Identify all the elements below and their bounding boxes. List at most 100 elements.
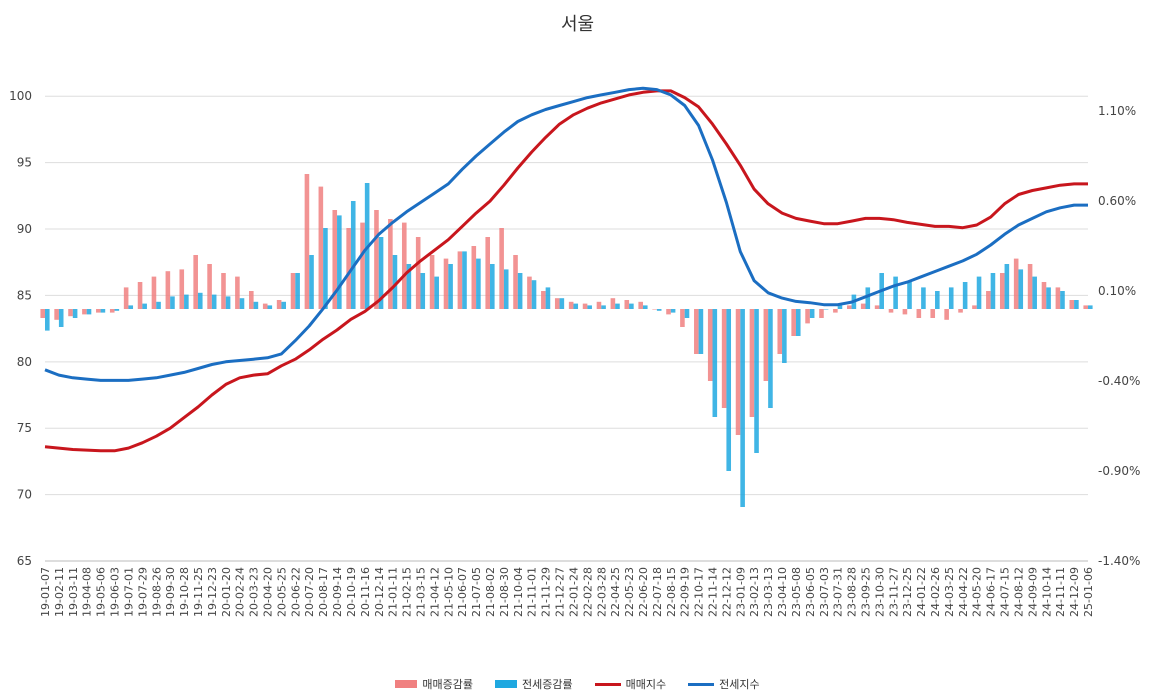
bar-jeonse-rate: [865, 287, 871, 309]
bar-jeonse-rate: [587, 305, 592, 309]
bar-sale-rate: [374, 210, 379, 309]
x-axis-tick-label: 21-02-15: [401, 567, 414, 617]
bar-jeonse-rate: [420, 273, 426, 309]
bar-sale-rate: [944, 309, 949, 320]
bar-jeonse-rate: [197, 292, 203, 309]
bar-jeonse-rate: [253, 301, 259, 309]
bar-sale-rate: [513, 255, 518, 309]
bar-jeonse-rate: [823, 309, 829, 310]
bar-sale-rate: [568, 301, 574, 309]
x-axis-tick-label: 24-10-14: [1040, 567, 1053, 617]
right-axis-tick-label: -0.40%: [1098, 374, 1140, 388]
bar-jeonse-rate: [615, 303, 620, 309]
bar-jeonse-rate: [1018, 269, 1024, 309]
bar-sale-rate: [388, 219, 393, 309]
x-axis-tick-label: 23-07-03: [818, 567, 831, 617]
bar-sale-rate: [235, 276, 240, 309]
x-axis-tick-label: 22-12-12: [720, 567, 733, 617]
left-axis-tick-label: 65: [17, 554, 32, 568]
bar-sale-rate: [415, 237, 421, 309]
x-axis-tick-label: 22-08-15: [665, 567, 678, 617]
x-axis-tick-label: 21-06-07: [456, 567, 469, 617]
bar-jeonse-rate: [642, 305, 648, 309]
x-axis-tick-label: 21-12-27: [554, 567, 567, 617]
bar-sale-rate: [54, 309, 59, 320]
bar-jeonse-rate: [128, 305, 134, 309]
bar-jeonse-rate: [142, 303, 147, 309]
bar-jeonse-rate: [990, 273, 996, 309]
x-axis-tick-label: 22-01-24: [567, 567, 580, 617]
x-axis-tick-label: 22-03-28: [595, 567, 608, 617]
x-axis-tick-label: 22-11-14: [707, 567, 720, 617]
legend-item: 전세증감률: [495, 676, 573, 692]
x-axis-tick-label: 21-04-12: [428, 567, 441, 617]
left-axis-tick-label: 85: [17, 288, 32, 302]
legend-item: 전세지수: [688, 676, 760, 692]
bar-jeonse-rate: [350, 201, 356, 309]
bar-jeonse-rate: [559, 298, 565, 309]
x-axis-tick-label: 21-11-01: [526, 567, 539, 617]
bar-sale-rate: [109, 309, 115, 313]
x-axis-tick-label: 20-09-14: [331, 567, 344, 617]
bar-jeonse-rate: [670, 309, 676, 313]
bar-sale-rate: [137, 282, 143, 309]
bar-sale-rate: [262, 303, 268, 309]
bar-sale-rate: [193, 255, 198, 309]
bar-jeonse-rate: [114, 309, 120, 311]
x-axis-tick-label: 22-02-28: [581, 567, 594, 617]
right-axis-tick-label: -0.90%: [1098, 464, 1140, 478]
x-axis-tick-label: 21-11-29: [540, 567, 553, 617]
x-axis-tick-label: 24-08-12: [1012, 567, 1025, 617]
chart-legend: 매매증감률 전세증감률 매매지수 전세지수: [0, 676, 1155, 692]
bar-jeonse-rate: [907, 282, 912, 309]
x-axis-tick-label: 20-10-19: [345, 567, 358, 617]
x-axis-tick-label: 23-05-08: [790, 567, 803, 617]
bar-sale-rate: [541, 291, 546, 309]
bar-sale-rate: [596, 301, 602, 309]
bar-sale-rate: [471, 246, 477, 309]
bar-sale-rate: [1069, 300, 1075, 309]
bar-jeonse-rate: [976, 276, 982, 309]
bar-jeonse-rate: [392, 255, 398, 309]
bar-jeonse-rate: [378, 237, 384, 309]
x-axis-tick-label: 21-05-10: [442, 567, 455, 617]
bar-sale-rate: [82, 309, 87, 315]
bar-jeonse-rate: [726, 309, 732, 471]
legend-label: 전세증감률: [522, 678, 573, 691]
bar-sale-rate: [443, 258, 449, 309]
bar-sale-rate: [1027, 264, 1033, 309]
bar-sale-rate: [624, 300, 630, 309]
x-axis-tick-label: 20-02-24: [234, 567, 247, 617]
bar-jeonse-rate: [921, 287, 926, 309]
bar-sale-rate: [290, 273, 296, 309]
x-axis-tick-label: 23-08-28: [846, 567, 859, 617]
bar-jeonse-rate: [809, 309, 815, 318]
bar-jeonse-rate: [58, 309, 64, 327]
bar-sale-rate: [986, 291, 991, 309]
bar-jeonse-rate: [1032, 276, 1037, 309]
x-axis-tick-label: 24-05-20: [971, 567, 984, 617]
bar-sale-rate: [151, 276, 157, 309]
bar-sale-rate: [485, 237, 491, 309]
bar-sale-rate: [916, 309, 922, 318]
bar-sale-rate: [846, 305, 852, 309]
right-axis-tick-label: 0.60%: [1098, 194, 1136, 208]
legend-item: 매매증감률: [395, 676, 473, 692]
line-jeonse-index: [44, 86, 1088, 382]
bar-jeonse-rate: [948, 287, 954, 309]
x-axis-tick-label: 23-04-10: [776, 567, 789, 617]
bar-sale-rate: [401, 222, 407, 309]
x-axis-tick-label: 23-02-13: [748, 567, 761, 617]
x-axis-tick-label: 19-08-26: [150, 567, 163, 617]
bar-sale-rate: [554, 298, 560, 309]
bar-jeonse-rate: [712, 309, 718, 417]
bar-sale-rate: [777, 309, 783, 354]
x-axis-tick-label: 20-03-23: [248, 567, 261, 617]
x-axis-tick-label: 21-08-30: [498, 567, 511, 617]
bar-jeonse-rate: [476, 258, 481, 309]
x-axis-tick-label: 22-10-17: [693, 567, 706, 617]
bar-jeonse-rate: [656, 309, 662, 311]
bar-sale-rate: [874, 305, 880, 309]
bar-jeonse-rate: [295, 273, 300, 309]
